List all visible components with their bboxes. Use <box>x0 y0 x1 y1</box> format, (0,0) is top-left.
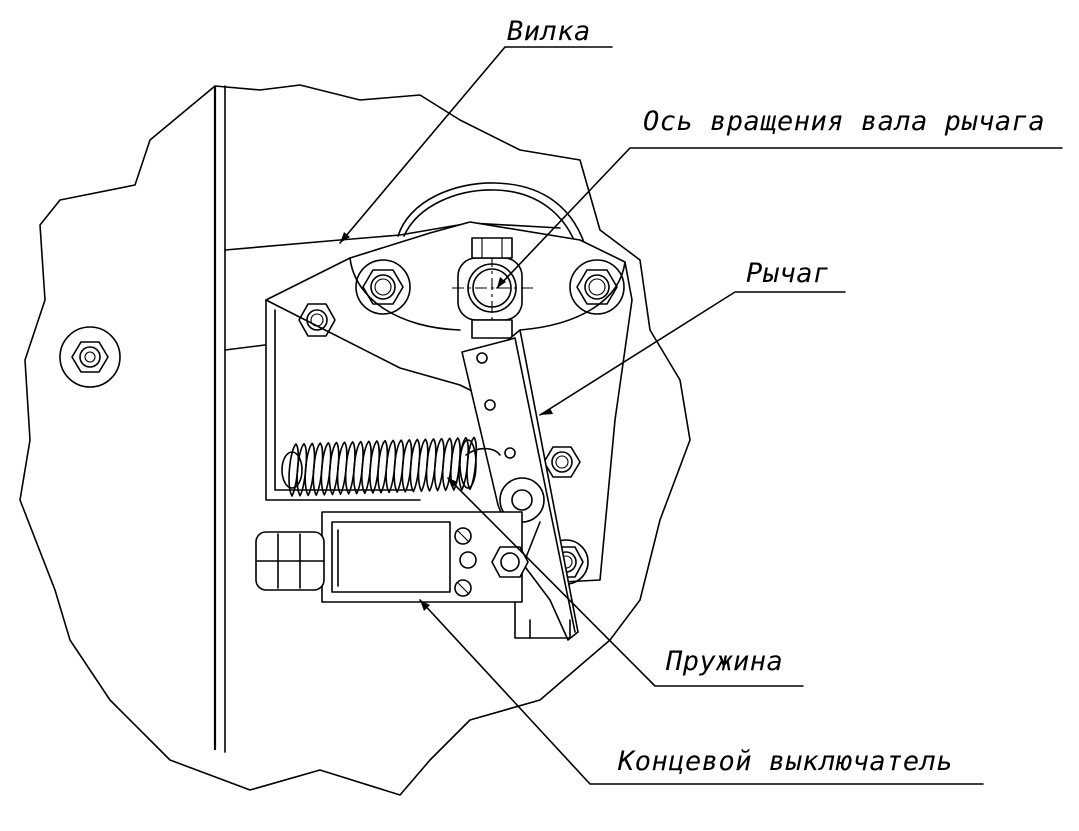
bolt-upper-right <box>569 259 625 315</box>
bolt-left-small <box>298 303 336 337</box>
breakout-outline <box>19 84 691 796</box>
label-limit-switch: Концевой выключатель <box>617 746 953 777</box>
label-spring: Пружина <box>665 646 783 677</box>
leader-lines <box>339 46 1063 785</box>
label-fork: Вилка <box>507 16 591 47</box>
label-lever: Рычаг <box>746 258 830 289</box>
lever-axis <box>452 237 535 339</box>
bolt-upper-left <box>355 259 411 315</box>
disk <box>397 182 589 256</box>
left-nut <box>59 326 121 388</box>
spring <box>281 436 478 497</box>
limit-switch <box>255 511 571 639</box>
lever <box>461 329 579 641</box>
fork <box>224 222 561 351</box>
label-axis: Ось вращения вала рычага <box>643 106 1045 137</box>
